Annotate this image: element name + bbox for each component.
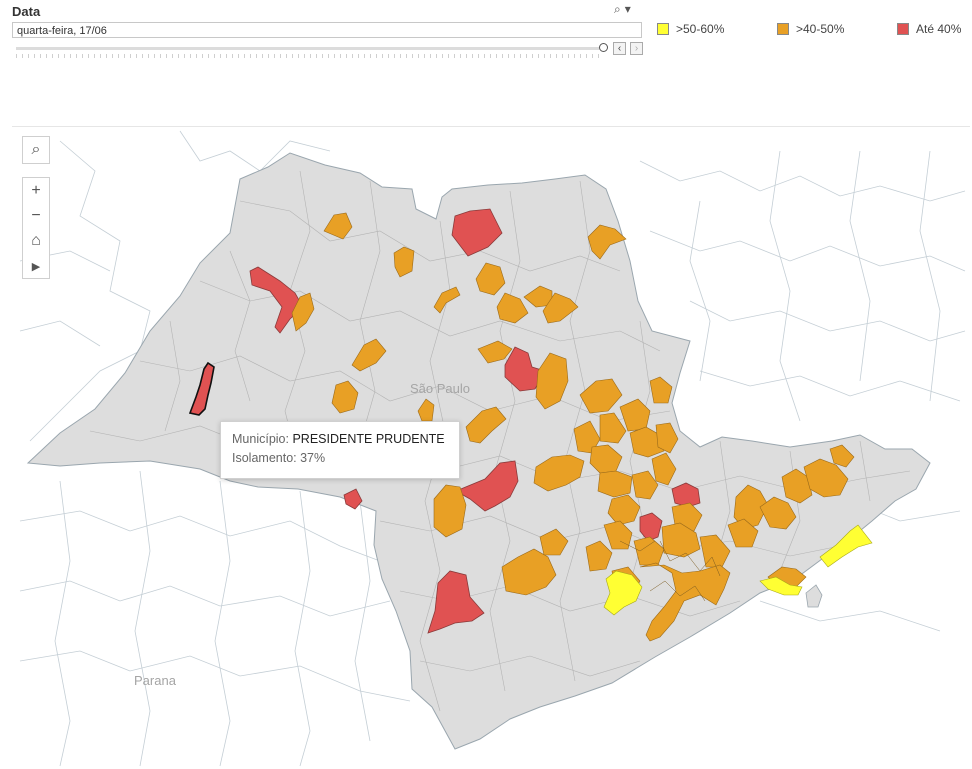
regions-40-50 bbox=[291, 212, 855, 642]
chevron-right-icon[interactable]: › bbox=[630, 42, 643, 55]
zoom-out-button[interactable]: − bbox=[23, 203, 49, 228]
legend-label: Até 40% bbox=[916, 22, 962, 36]
dropdown-caret-icon[interactable]: ▾ bbox=[624, 2, 631, 16]
tooltip-row-municipio: Município: PRESIDENTE PRUDENTE bbox=[232, 430, 448, 449]
tooltip-isolamento-label: Isolamento: bbox=[232, 451, 297, 465]
home-button[interactable]: ⌂ bbox=[23, 228, 49, 253]
region-50-60-campinas bbox=[603, 570, 643, 616]
play-arrow-icon: ▶ bbox=[31, 261, 41, 273]
zoom-in-button[interactable]: + bbox=[23, 178, 49, 203]
date-filter-title: Data bbox=[12, 4, 41, 19]
minus-icon: − bbox=[31, 207, 41, 224]
legend-swatch-50-60 bbox=[657, 23, 669, 35]
region-ate-40-presidente-prudente bbox=[188, 361, 215, 416]
region-ate-40-campinas bbox=[639, 512, 663, 542]
pan-mode-button[interactable]: ▶ bbox=[23, 253, 49, 278]
legend-item-40-50[interactable]: >40-50% bbox=[777, 22, 844, 36]
legend-item-ate-40[interactable]: Até 40% bbox=[897, 22, 961, 36]
date-slider-thumb[interactable] bbox=[599, 43, 608, 52]
map-search-button[interactable]: ⌕ bbox=[22, 136, 50, 164]
tooltip-row-isolamento: Isolamento: 37% bbox=[232, 449, 448, 468]
home-icon: ⌂ bbox=[31, 232, 41, 249]
legend-item-50-60[interactable]: >50-60% bbox=[657, 22, 724, 36]
region-ate-40-south bbox=[427, 570, 485, 634]
map-view[interactable]: São Paulo Parana bbox=[12, 126, 970, 768]
legend-label: >40-50% bbox=[796, 22, 845, 36]
region-ate-40-west bbox=[249, 266, 304, 334]
region-50-60-coast bbox=[819, 524, 873, 568]
region-ate-40-bauru bbox=[455, 460, 519, 512]
regions-50-60 bbox=[603, 524, 873, 616]
chevron-left-icon[interactable]: ‹ bbox=[613, 42, 626, 55]
state-label-parana: Parana bbox=[134, 673, 177, 688]
filter-tools: ⌕ ▾ bbox=[614, 2, 631, 17]
legend-swatch-ate-40 bbox=[897, 23, 909, 35]
region-50-60-coast-2 bbox=[759, 576, 803, 596]
legend-swatch-40-50 bbox=[777, 23, 789, 35]
map-tooltip: Município: PRESIDENTE PRUDENTE Isolament… bbox=[220, 421, 460, 479]
region-ate-40-east bbox=[671, 482, 701, 508]
regions-ate-40 bbox=[188, 208, 701, 634]
magnifier-icon: ⌕ bbox=[31, 141, 41, 158]
neighbor-municipality-lines bbox=[19, 130, 966, 767]
tooltip-municipio-label: Município: bbox=[232, 432, 289, 446]
capital-detail-lines bbox=[619, 540, 721, 602]
date-field[interactable]: quarta-feira, 17/06 bbox=[12, 22, 642, 38]
plus-icon: + bbox=[31, 182, 41, 199]
state-label-sao-paulo: São Paulo bbox=[410, 381, 470, 396]
region-ate-40-north bbox=[451, 208, 503, 257]
tooltip-municipio-value: PRESIDENTE PRUDENTE bbox=[292, 432, 445, 446]
date-slider-ticks bbox=[16, 54, 604, 58]
magnifier-icon[interactable]: ⌕ bbox=[614, 2, 621, 16]
map-zoom-controls: + − ⌂ ▶ bbox=[22, 177, 50, 279]
legend-label: >50-60% bbox=[676, 22, 725, 36]
island-ilhabela bbox=[805, 584, 823, 608]
region-ate-40-small bbox=[343, 488, 363, 510]
date-slider-track[interactable] bbox=[16, 47, 604, 50]
tooltip-isolamento-value: 37% bbox=[300, 451, 326, 465]
